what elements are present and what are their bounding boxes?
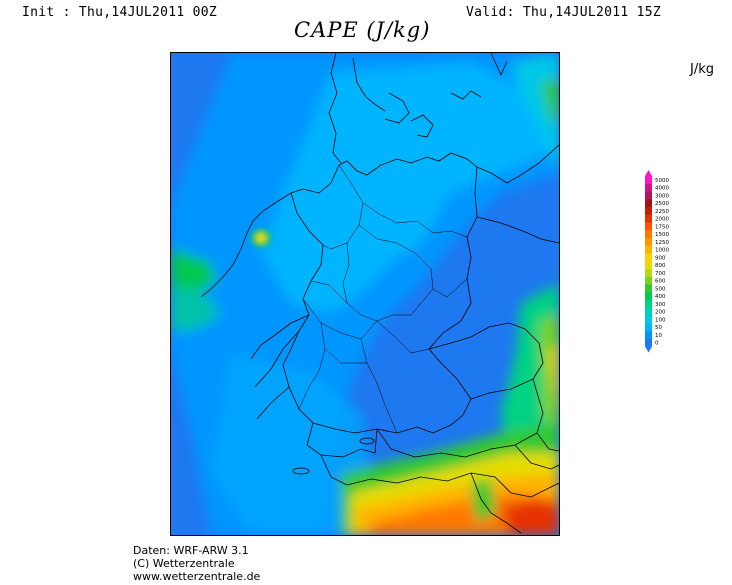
border-slovenia-croatia [470,444,559,534]
legend-tick-label: 100 [655,317,666,323]
coastline-denmark [328,53,508,164]
cape-coastal-cell [251,229,271,247]
legend-tick-label: 2000 [655,217,669,223]
cape-map [170,52,560,536]
legend-swatch [645,300,652,309]
cape-zone-2000-south [501,498,559,535]
credits-data-source: Daten: WRF-ARW 3.1 [133,544,249,557]
legend-swatch [645,261,652,270]
legend-swatch [645,269,652,278]
credits: Daten: WRF-ARW 3.1 (C) Wetterzentrale ww… [133,544,260,583]
credits-copyright: (C) Wetterzentrale [133,557,235,570]
legend-swatch [645,191,652,200]
border-italy-alps [320,454,559,498]
coastline-germany-north [290,144,559,194]
legend-max-arrow [645,170,652,176]
legend-tick-label: 4000 [655,186,669,192]
legend-swatch [645,315,652,324]
cape-shading [171,53,559,535]
legend-tick-label: 1250 [655,240,669,246]
legend-tick-label: 400 [655,294,666,300]
cape-zone-50-south [211,353,371,535]
border-germany-west [282,192,324,424]
legend-swatch [645,183,652,192]
valid-time-label: Valid: Thu,14JUL2011 15Z [466,5,662,20]
init-time-label: Init : Thu,14JUL2011 00Z [22,5,218,20]
legend-tick-label: 3000 [655,193,669,199]
legend-tick-label: 0 [655,341,659,347]
legend-swatch [645,207,652,216]
legend-tick-label: 500 [655,286,666,292]
legend-swatch [645,323,652,332]
legend-tick-label: 900 [655,255,666,261]
legend-swatch [645,245,652,254]
legend-swatch [645,199,652,208]
border-belgium-france [250,314,310,420]
map-boundaries [200,53,559,534]
legend-tick-label: 10 [655,333,662,339]
legend-swatch [645,222,652,231]
border-switzerland [306,422,378,458]
cape-zone-300-west [171,248,216,293]
legend-swatch [645,230,652,239]
legend-tick-label: 5000 [655,178,669,184]
legend-tick-label: 2500 [655,201,669,207]
border-austria [376,378,544,458]
legend-swatch [645,292,652,301]
coastline-netherlands [200,192,292,298]
legend-min-arrow [645,346,652,353]
border-poland [476,216,559,244]
legend-tick-label: 600 [655,279,666,285]
lake-constance [359,437,375,445]
legend-tick-label: 1500 [655,232,669,238]
legend-swatch [645,338,652,347]
cape-map-canvas [171,53,559,535]
units-label: J/kg [690,62,714,77]
border-germany-south [312,398,472,434]
cape-legend: 5000400030002500225020001750150012501000… [645,170,669,353]
legend-tick-label: 1000 [655,248,669,254]
legend-tick-label: 300 [655,302,666,308]
cape-zone-200-west [171,283,221,333]
legend-swatch [645,284,652,293]
state-borders [298,164,468,434]
credits-website: www.wetterzentrale.de [133,570,261,583]
legend-swatch [645,176,652,185]
map-title: CAPE (J/kg) [294,18,431,42]
legend-tick-label: 800 [655,263,666,269]
legend-tick-label: 2250 [655,209,669,215]
cape-zone-900-east [549,343,559,413]
legend-tick-label: 50 [655,325,662,331]
legend-swatch [645,238,652,247]
legend-tick-label: 200 [655,310,666,316]
legend-tick-label: 700 [655,271,666,277]
legend-swatch [645,253,652,262]
cape-zone-500-northeast [541,78,559,128]
border-hungary [536,432,559,452]
legend-tick-label: 1750 [655,224,669,230]
border-czechia [428,322,544,400]
legend-swatch [645,331,652,340]
lake-geneva [292,467,310,475]
legend-swatch [645,214,652,223]
legend-swatch [645,276,652,285]
legend-swatch [645,307,652,316]
